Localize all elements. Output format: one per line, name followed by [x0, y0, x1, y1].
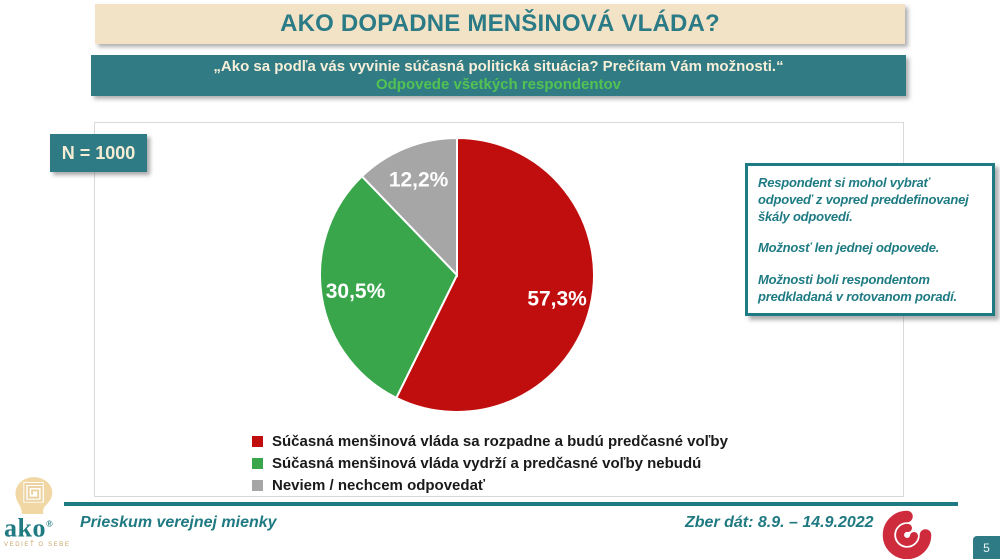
legend-item-rozpadne: Súčasná menšinová vláda sa rozpadne a bu…	[252, 433, 728, 450]
pie-slice-2	[360, 136, 458, 278]
pie-value-label-0: 57,3%	[527, 287, 587, 310]
sample-size-badge: N = 1000	[50, 134, 147, 172]
survey-question: „Ako sa podľa vás vyvinie súčasná politi…	[213, 58, 784, 75]
note-paragraph: Možnosť len jednej odpovede.	[758, 240, 940, 256]
legend-label: Neviem / nechcem odpovedať	[272, 477, 486, 494]
pie-slice-1	[319, 174, 459, 400]
question-bar: „Ako sa podľa vás vyvinie súčasná politi…	[91, 55, 906, 96]
pie-chart-svg: 57,3% 30,5% 12,2%	[319, 136, 595, 413]
legend-swatch-green	[252, 458, 263, 469]
square-spiral-icon	[24, 482, 44, 502]
logo-wordmark: ako®	[4, 513, 54, 543]
legend-label: Súčasná menšinová vláda vydrží a predčas…	[272, 455, 702, 472]
pie-value-label-2: 12,2%	[389, 169, 449, 192]
logo-tagline: VEDIEŤ O SEBE	[4, 541, 71, 548]
registered-mark: ®	[45, 519, 54, 529]
ako-agency-logo: ako® VEDIEŤ O SEBE	[4, 476, 82, 548]
slide-title: AKO DOPADNE MENŠINOVÁ VLÁDA?	[280, 10, 720, 37]
page-number-badge: 5	[973, 536, 1000, 559]
footer-collection-dates: Zber dát: 8.9. – 14.9.2022	[685, 514, 874, 531]
legend-swatch-red	[252, 436, 263, 447]
pie-chart: 57,3% 30,5% 12,2%	[317, 135, 597, 415]
head-spiral-icon	[15, 477, 53, 514]
note-paragraph: Možnosti boli respondentom predkladaná v…	[758, 271, 957, 304]
footer-survey-type: Prieskum verejnej mienky	[80, 514, 277, 531]
slide-title-bar: AKO DOPADNE MENŠINOVÁ VLÁDA?	[95, 4, 905, 44]
note-paragraph: Respondent si mohol vybrať odpoveď z vop…	[758, 175, 969, 225]
footer-divider	[64, 502, 958, 506]
red-swirl-logo-icon	[882, 510, 932, 559]
pie-slice-0	[394, 136, 595, 413]
pie-value-label-1: 30,5%	[326, 280, 386, 303]
legend-item-neviem: Neviem / nechcem odpovedať	[252, 477, 728, 494]
chart-legend: Súčasná menšinová vláda sa rozpadne a bu…	[252, 433, 728, 499]
respondents-subtitle: Odpovede všetkých respondentov	[375, 76, 622, 93]
methodology-note-box: Respondent si mohol vybrať odpoveď z vop…	[745, 163, 995, 316]
legend-swatch-gray	[252, 480, 263, 491]
legend-item-vydrzi: Súčasná menšinová vláda vydrží a predčas…	[252, 455, 728, 472]
legend-label: Súčasná menšinová vláda sa rozpadne a bu…	[272, 433, 728, 450]
